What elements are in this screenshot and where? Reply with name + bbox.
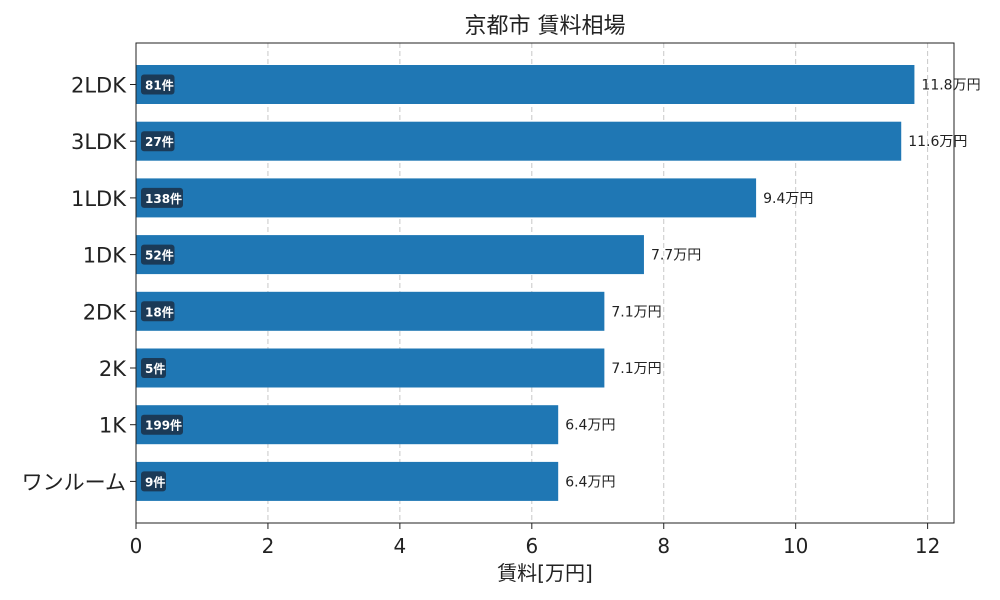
- bar-7: [136, 461, 559, 501]
- x-tick-label-2: 2: [262, 534, 275, 558]
- count-label-0: 81件: [145, 78, 174, 93]
- count-badge-6: [141, 414, 183, 435]
- value-label-7: 6.4万円: [565, 474, 615, 490]
- x-tick-label-4: 4: [394, 534, 407, 558]
- bar-0: [136, 65, 915, 104]
- x-axis-ticks: 0 2 4 6 8 10 12: [130, 523, 940, 558]
- count-label-1: 27件: [145, 134, 174, 149]
- category-label-6: 1K: [99, 414, 127, 438]
- value-label-0: 11.8万円: [921, 78, 980, 94]
- category-label-7: ワンルーム: [22, 470, 126, 494]
- count-label-5: 5件: [145, 361, 165, 376]
- bar-5: [136, 348, 605, 388]
- x-tick-label-12: 12: [915, 534, 940, 558]
- count-badge-1: [141, 131, 175, 152]
- x-tick-label-0: 0: [130, 534, 143, 558]
- value-label-3: 7.7万円: [651, 248, 701, 264]
- x-axis-label: 賃料[万円]: [497, 561, 593, 585]
- count-label-2: 138件: [145, 191, 182, 206]
- bar-1: [136, 121, 902, 161]
- count-label-4: 18件: [145, 304, 174, 319]
- value-label-5: 7.1万円: [611, 361, 661, 377]
- value-label-6: 6.4万円: [565, 418, 615, 434]
- x-tick-label-6: 6: [525, 534, 538, 558]
- category-label-3: 1DK: [83, 244, 128, 268]
- count-label-6: 199件: [145, 418, 182, 433]
- count-badge-3: [141, 244, 175, 265]
- category-label-0: 2LDK: [71, 74, 127, 98]
- bar-3: [136, 235, 644, 275]
- value-label-1: 11.6万円: [908, 134, 967, 150]
- bar-6: [136, 405, 559, 445]
- count-badge-0: [141, 74, 175, 95]
- plot-frame: [135, 42, 955, 524]
- value-label-4: 7.1万円: [611, 304, 661, 320]
- bar-2: [136, 178, 757, 218]
- count-label-3: 52件: [145, 248, 174, 263]
- x-tick-label-8: 8: [657, 534, 670, 558]
- count-badge-2: [141, 187, 183, 208]
- chart-title: 京都市 賃料相場: [465, 14, 626, 39]
- category-label-4: 2DK: [83, 300, 128, 324]
- count-badge-4: [141, 301, 175, 322]
- category-label-1: 3LDK: [71, 130, 127, 154]
- category-label-2: 1LDK: [71, 187, 127, 211]
- grid: [135, 43, 929, 523]
- bars: 81件 11.8万円 27件 11.6万円 138件 9.4万円 52件 7.7万円 18件 7.…: [136, 65, 981, 501]
- bar-4: [136, 291, 605, 331]
- x-tick-label-10: 10: [783, 534, 808, 558]
- count-badge-5: [141, 358, 166, 378]
- category-label-5: 2K: [99, 357, 127, 381]
- count-label-7: 9件: [145, 474, 165, 489]
- count-badge-7: [141, 471, 166, 492]
- y-axis-categories: 2LDK 3LDK 1LDK 1DK 2DK 2K 1K ワンルーム: [22, 74, 136, 494]
- value-label-2: 9.4万円: [763, 191, 813, 207]
